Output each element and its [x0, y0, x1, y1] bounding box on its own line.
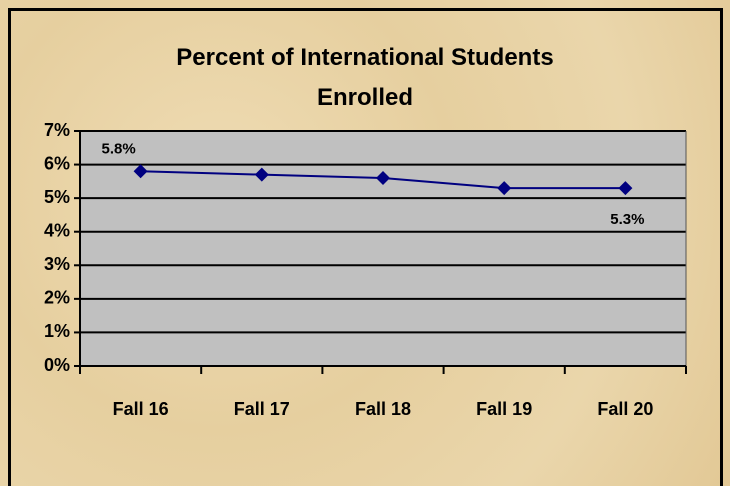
data-point [254, 167, 269, 182]
y-tick-label: 6% [44, 153, 70, 173]
x-tick-label: Fall 19 [476, 399, 532, 419]
frame [8, 8, 723, 486]
data-label: 5.8% [101, 140, 135, 157]
x-tick-label: Fall 18 [355, 399, 411, 419]
data-point [618, 181, 633, 196]
data-point [376, 171, 390, 185]
y-tick-label: 5% [44, 187, 70, 207]
plot-area [80, 131, 686, 366]
y-tick-label: 1% [44, 321, 70, 341]
y-tick-label: 0% [44, 355, 70, 375]
x-tick-label: Fall 17 [234, 399, 290, 419]
y-tick-label: 7% [44, 120, 70, 140]
data-label: 5.3% [610, 211, 644, 228]
data-point [497, 181, 512, 196]
x-tick-label: Fall 20 [597, 399, 653, 419]
x-tick-label: Fall 16 [113, 399, 169, 419]
y-tick-label: 4% [44, 220, 70, 240]
data-point [133, 164, 148, 179]
y-tick-label: 3% [44, 254, 70, 274]
y-tick-label: 2% [44, 288, 70, 308]
chart-title: Percent of International Students Enroll… [176, 44, 554, 111]
